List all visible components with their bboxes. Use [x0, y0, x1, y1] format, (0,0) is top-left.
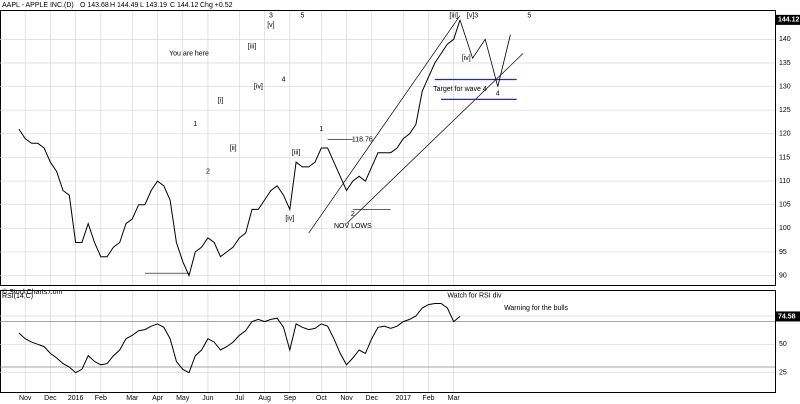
x-tick-label: Aug — [258, 395, 271, 402]
y-tick-label: 105 — [779, 202, 791, 209]
price-line — [18, 19, 461, 278]
rsi-last-box — [776, 311, 800, 322]
x-tick-label: Nov — [19, 395, 32, 402]
annotation: 5 — [527, 13, 531, 20]
annotation: NOV LOWS — [334, 223, 372, 230]
y-tick-label: 125 — [779, 107, 791, 114]
x-tick-label: 2016 — [68, 395, 84, 402]
projection-line — [459, 19, 511, 87]
last-price: 144.12 — [778, 17, 800, 24]
x-tick-label: Oct — [316, 395, 327, 402]
rsi-annotation: Watch for RSI div — [447, 292, 502, 299]
annotation: 3 — [269, 13, 273, 20]
annotation: You are here — [169, 50, 209, 57]
x-tick-label: Mar — [448, 395, 461, 402]
annotation: [iv] — [254, 83, 263, 90]
quote-field: C 144.12 — [170, 2, 199, 9]
source: © StockCharts.com — [2, 288, 63, 296]
annotation: [v] — [267, 22, 274, 29]
quote-field: Chg +0.52 — [200, 2, 233, 9]
annotation: [iii] — [449, 13, 458, 20]
annotation: 4 — [496, 91, 500, 98]
quote-field: L 143.19 — [140, 2, 167, 9]
rsi-line — [18, 303, 461, 374]
rsi-annotation: Warning for the bulls — [504, 305, 568, 312]
annotation: 1 — [319, 126, 323, 133]
annotation: [v]3 — [467, 13, 478, 20]
annotation: 4 — [282, 76, 286, 83]
y-tick-label: 100 — [779, 225, 791, 232]
rsi-last: 74.58 — [778, 313, 796, 320]
x-tick-label: Dec — [44, 395, 57, 402]
y-tick-label: 95 — [779, 249, 787, 256]
x-tick-label: Sep — [284, 395, 297, 402]
trend-line — [308, 15, 461, 234]
x-tick-label: Dec — [366, 395, 379, 402]
annotation: [iii] — [292, 150, 301, 157]
y-tick-label: 115 — [779, 154, 790, 161]
annotation: [ii] — [230, 145, 237, 152]
quote-field: O 143.68 — [80, 2, 109, 9]
y-tick-label: 110 — [779, 178, 790, 185]
annotation: Target for wave 4 — [433, 86, 487, 93]
rsi-tick-label: 25 — [779, 370, 787, 377]
annotation: 2 — [206, 168, 210, 175]
x-tick-label: Jul — [235, 395, 244, 402]
x-tick-label: Feb — [422, 395, 434, 402]
x-tick-label: Feb — [95, 395, 107, 402]
y-tick-label: 135 — [779, 60, 791, 67]
x-tick-label: Nov — [340, 395, 353, 402]
last-price-box — [776, 14, 800, 25]
annotation: 118.76 — [352, 137, 373, 144]
rsi-panel — [0, 290, 776, 393]
annotation: [iv] — [462, 55, 471, 62]
trend-line — [346, 53, 524, 224]
x-tick-label: Jun — [202, 395, 213, 402]
rsi-tick-label: 50 — [779, 341, 787, 348]
annotation: [i] — [218, 98, 224, 105]
y-tick-label: 120 — [779, 131, 791, 138]
x-tick-label: Apr — [152, 395, 164, 402]
quote-field: H 144.49 — [110, 2, 139, 9]
annotation: [iii] — [248, 43, 257, 50]
annotation: 2 — [351, 211, 355, 218]
y-tick-label: 90 — [779, 272, 787, 279]
x-tick-label: Mar — [126, 395, 139, 402]
x-tick-label: 2017 — [395, 395, 411, 402]
annotation: 5 — [300, 13, 304, 20]
annotation: [iv] — [285, 216, 294, 223]
x-tick-label: May — [176, 395, 190, 402]
y-tick-label: 140 — [779, 36, 791, 43]
rsi-title: RSI(14,C) — [2, 293, 33, 300]
annotation: 1 — [193, 121, 197, 128]
price-panel — [0, 10, 776, 286]
chart-title: AAPL - APPLE INC.(D) — [2, 2, 74, 9]
y-tick-label: 130 — [779, 83, 791, 90]
